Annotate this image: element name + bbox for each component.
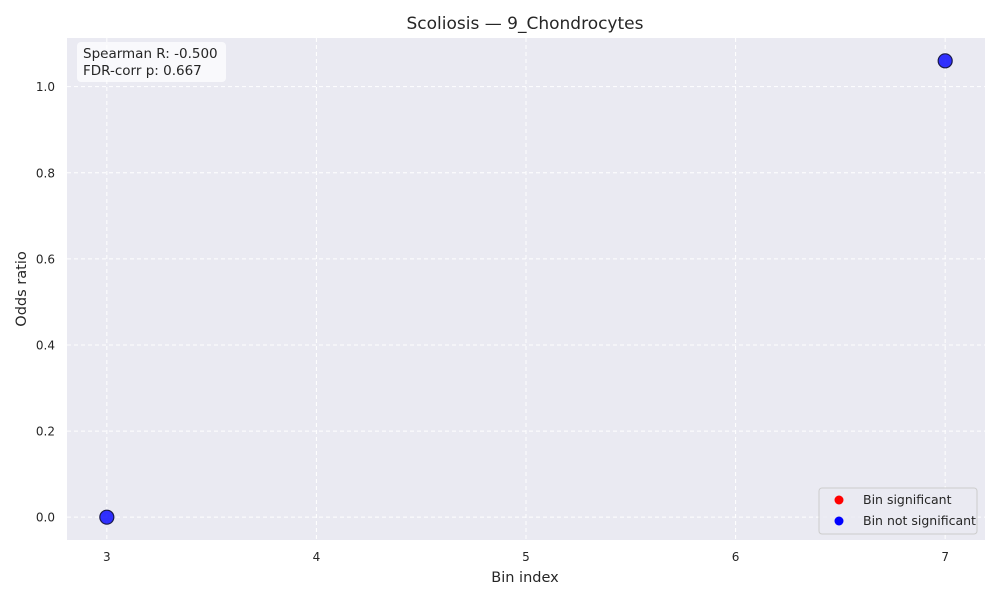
- y-tick-label: 1.0: [36, 80, 55, 94]
- legend-marker-significant: [834, 495, 844, 505]
- y-tick-label: 0.6: [36, 252, 55, 266]
- y-tick-label: 0.2: [36, 425, 55, 439]
- y-axis-label: Odds ratio: [14, 251, 30, 327]
- legend: Bin significant Bin not significant: [818, 487, 978, 535]
- stats-annotation-box: [77, 42, 226, 82]
- y-tick-label: 0.0: [36, 511, 55, 525]
- grid-lines: [67, 38, 985, 540]
- legend-label-significant: Bin significant: [863, 492, 952, 507]
- stats-pvalue-text: FDR-corr p: 0.667: [83, 63, 202, 79]
- point-not-significant: [99, 509, 115, 525]
- x-axis-label: Bin index: [491, 570, 559, 586]
- chart-title: Scoliosis — 9_Chondrocytes: [407, 14, 644, 34]
- x-tick-label: 3: [103, 550, 111, 564]
- plot-area: [67, 38, 985, 540]
- x-tick-label: 5: [522, 550, 530, 564]
- legend-marker-not-significant: [834, 516, 844, 526]
- tick-labels: 3 4 5 6 7 0.0 0.2 0.4 0.6 0.8 1.0: [36, 80, 949, 564]
- legend-box: [818, 487, 978, 535]
- point-not-significant: [937, 53, 953, 69]
- legend-label-not-significant: Bin not significant: [863, 513, 976, 528]
- x-tick-label: 4: [313, 550, 321, 564]
- x-tick-label: 6: [732, 550, 740, 564]
- stats-annotation: Spearman R: -0.500 FDR-corr p: 0.667: [77, 42, 226, 82]
- stats-spearman-text: Spearman R: -0.500: [83, 46, 218, 62]
- y-tick-label: 0.4: [36, 338, 55, 352]
- y-tick-label: 0.8: [36, 166, 55, 180]
- x-tick-label: 7: [941, 550, 949, 564]
- data-points: [99, 53, 953, 525]
